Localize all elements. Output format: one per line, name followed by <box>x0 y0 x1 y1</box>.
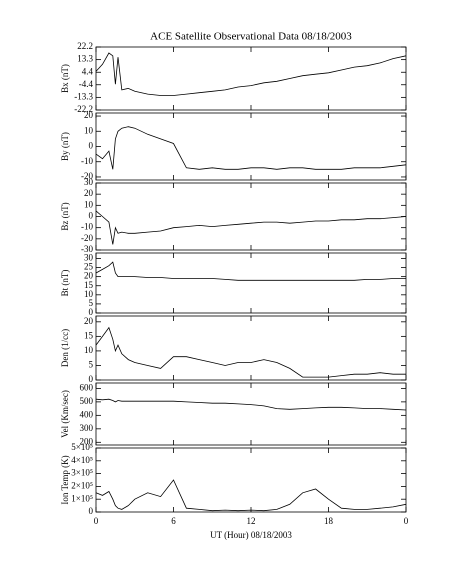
y-tick-label: 4.4 <box>82 66 94 76</box>
y-tick-label: 30 <box>84 253 94 263</box>
x-tick-label: 0 <box>404 516 409 526</box>
y-tick-label: 10 <box>84 199 94 209</box>
y-tick-label: 300 <box>80 423 94 433</box>
data-line <box>95 126 407 170</box>
y-tick-label: 15 <box>84 280 94 290</box>
y-tick-label: 4×10⁵ <box>71 455 93 465</box>
x-tick-label: 12 <box>247 516 256 526</box>
y-axis-label: Vel (Km/sec) <box>60 390 70 438</box>
panel-frame <box>95 252 407 314</box>
y-axis-label: Bt (nT) <box>60 270 70 297</box>
y-tick-label: -30 <box>81 244 93 254</box>
panel-frame <box>95 182 407 251</box>
x-tick-label: 6 <box>171 516 176 526</box>
y-tick-label: 10 <box>84 289 94 299</box>
y-axis-label: Den (1/cc) <box>60 329 70 367</box>
y-tick-label: -10 <box>81 222 93 232</box>
y-tick-label: 30 <box>84 177 94 187</box>
y-axis-label: By (nT) <box>60 132 70 161</box>
data-line <box>95 52 407 96</box>
panel-frame <box>95 382 407 446</box>
data-line <box>95 261 406 281</box>
y-tick-label: 20 <box>84 188 94 198</box>
y-tick-label: 0 <box>89 141 94 151</box>
y-tick-label: -22.2 <box>74 104 93 114</box>
panel-frame <box>95 315 407 381</box>
y-tick-label: 1×10⁵ <box>71 493 93 503</box>
panel-frame <box>95 46 407 111</box>
y-tick-label: 5 <box>89 298 94 308</box>
y-axis-label: Bz (nT) <box>60 202 70 230</box>
x-tick-label: 0 <box>94 516 99 526</box>
panel-frame <box>95 112 407 181</box>
chart-title: ACE Satellite Observational Data 08/18/2… <box>150 31 352 43</box>
y-tick-label: 5 <box>89 360 94 370</box>
y-tick-label: 20 <box>84 271 94 281</box>
data-line <box>95 479 407 512</box>
y-tick-label: -20 <box>81 233 93 243</box>
y-tick-label: -13.3 <box>74 91 93 101</box>
y-tick-label: 13.3 <box>77 54 93 64</box>
y-tick-label: -4.4 <box>79 79 94 89</box>
y-tick-label: 400 <box>80 409 94 419</box>
y-tick-label: 2×10⁵ <box>71 480 93 490</box>
y-tick-label: -10 <box>81 156 93 166</box>
y-tick-label: 0 <box>89 307 94 317</box>
data-line <box>95 210 407 245</box>
y-tick-label: 15 <box>84 330 94 340</box>
data-line <box>95 326 406 378</box>
y-tick-label: 0 <box>89 506 94 516</box>
y-tick-label: 600 <box>80 382 94 392</box>
y-tick-label: 200 <box>80 436 94 446</box>
y-tick-label: -20 <box>81 171 93 181</box>
panel-frame <box>95 447 407 513</box>
data-line <box>95 398 407 411</box>
x-axis-label: UT (Hour) 08/18/2003 <box>210 530 292 540</box>
y-tick-label: 10 <box>84 345 94 355</box>
y-tick-label: 20 <box>84 316 94 326</box>
y-tick-label: 22.2 <box>77 41 93 51</box>
y-tick-label: 0 <box>89 211 94 221</box>
x-tick-label: 18 <box>324 516 334 526</box>
y-tick-label: 5×10⁵ <box>71 442 93 452</box>
y-tick-label: 10 <box>84 125 94 135</box>
y-tick-label: 0 <box>89 374 94 384</box>
y-axis-label: Ion Temp (K) <box>60 455 70 504</box>
y-tick-label: 500 <box>80 396 94 406</box>
y-tick-label: 25 <box>84 262 94 272</box>
y-tick-label: 20 <box>84 110 94 120</box>
y-axis-label: Bx (nT) <box>60 64 70 93</box>
y-tick-label: 3×10⁵ <box>71 468 93 478</box>
